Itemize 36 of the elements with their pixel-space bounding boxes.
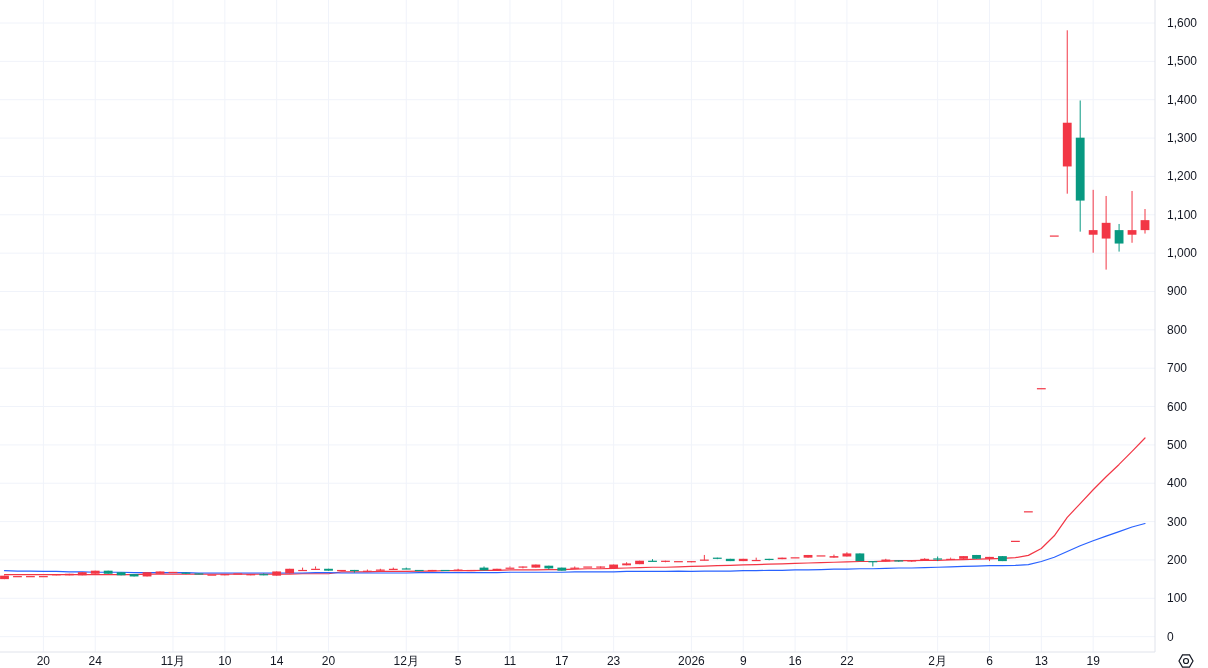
y-tick-label: 1,000 (1167, 246, 1198, 261)
y-tick-label: 900 (1167, 284, 1188, 299)
x-tick-label: 13 (1034, 654, 1049, 668)
y-tick-label: 200 (1167, 552, 1188, 567)
x-tick-label: 5 (454, 654, 462, 668)
y-tick-label: 1,100 (1167, 207, 1198, 222)
y-tick-label: 400 (1167, 476, 1188, 491)
y-tick-label: 100 (1167, 591, 1188, 606)
y-tick-label: 1,500 (1167, 54, 1198, 69)
y-tick-label: 1,300 (1167, 131, 1198, 146)
x-tick-label: 11 (503, 654, 517, 668)
x-tick-label: 10 (218, 654, 232, 668)
x-tick-label: 2026 (678, 654, 706, 668)
y-tick-label: 1,400 (1167, 92, 1198, 107)
x-tick-label: 23 (606, 654, 621, 668)
y-tick-label: 1,200 (1167, 169, 1198, 184)
y-tick-label: 1,600 (1167, 16, 1198, 31)
y-tick-label: 500 (1167, 437, 1188, 452)
x-tick-label: 24 (88, 654, 103, 668)
x-tick-label: 20 (321, 654, 336, 668)
x-tick-label: 19 (1086, 654, 1101, 668)
x-tick-label: 11月 (160, 654, 186, 668)
x-tick-label: 12月 (393, 654, 419, 668)
y-tick-label: 700 (1167, 361, 1188, 376)
y-tick-label: 0 (1167, 629, 1174, 644)
x-tick-label: 16 (788, 654, 803, 668)
x-tick-label: 2月 (928, 654, 947, 668)
y-tick-label: 600 (1167, 399, 1188, 414)
y-tick-label: 800 (1167, 322, 1188, 337)
x-tick-label: 22 (840, 654, 854, 668)
x-tick-label: 17 (555, 654, 569, 668)
x-tick-label: 14 (269, 654, 284, 668)
x-tick-label: 9 (739, 654, 747, 668)
x-tick-label: 20 (36, 654, 51, 668)
y-tick-label: 300 (1167, 514, 1188, 529)
x-tick-label: 6 (986, 654, 994, 668)
